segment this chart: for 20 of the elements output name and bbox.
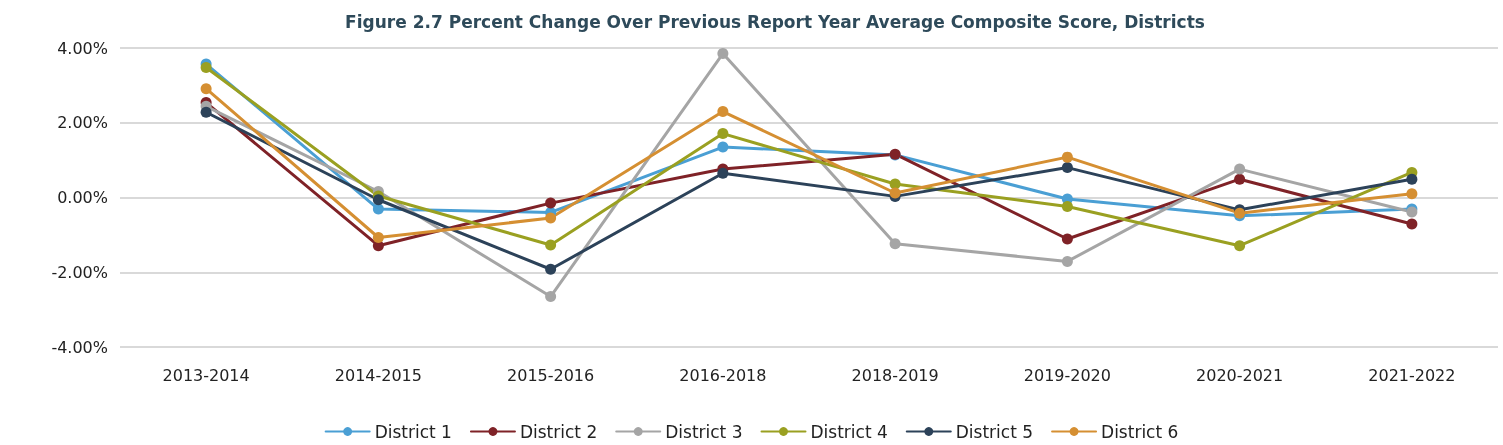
legend-label: District 5 xyxy=(955,421,1034,442)
y-tick-label: 2.00% xyxy=(57,113,108,133)
y-tick-label: 4.00% xyxy=(57,38,108,58)
legend-label: District 2 xyxy=(519,421,598,442)
x-tick-label: 2019-2020 xyxy=(1023,365,1111,385)
x-tick-label: 2013-2014 xyxy=(162,365,250,385)
chart-title: Figure 2.7 Percent Change Over Previous Report Year Average Composite Score, Districts xyxy=(345,11,1205,32)
x-tick-label: 2014-2015 xyxy=(334,365,422,385)
y-tick-label: -2.00% xyxy=(51,262,108,282)
y-tick-label: -4.00% xyxy=(51,337,108,357)
legend-label: District 1 xyxy=(374,421,452,442)
legend-label: District 3 xyxy=(665,421,743,442)
x-tick-label: 2021-2022 xyxy=(1368,365,1456,385)
y-tick-label: 0.00% xyxy=(57,188,108,207)
x-tick-label: 2018-2019 xyxy=(851,365,939,385)
legend-label: District 4 xyxy=(810,421,888,442)
legend-label: District 6 xyxy=(1101,421,1179,442)
x-tick-label: 2016-2018 xyxy=(679,365,767,385)
x-tick-label: 2015-2016 xyxy=(507,365,595,385)
x-tick-label: 2020-2021 xyxy=(1196,365,1284,385)
